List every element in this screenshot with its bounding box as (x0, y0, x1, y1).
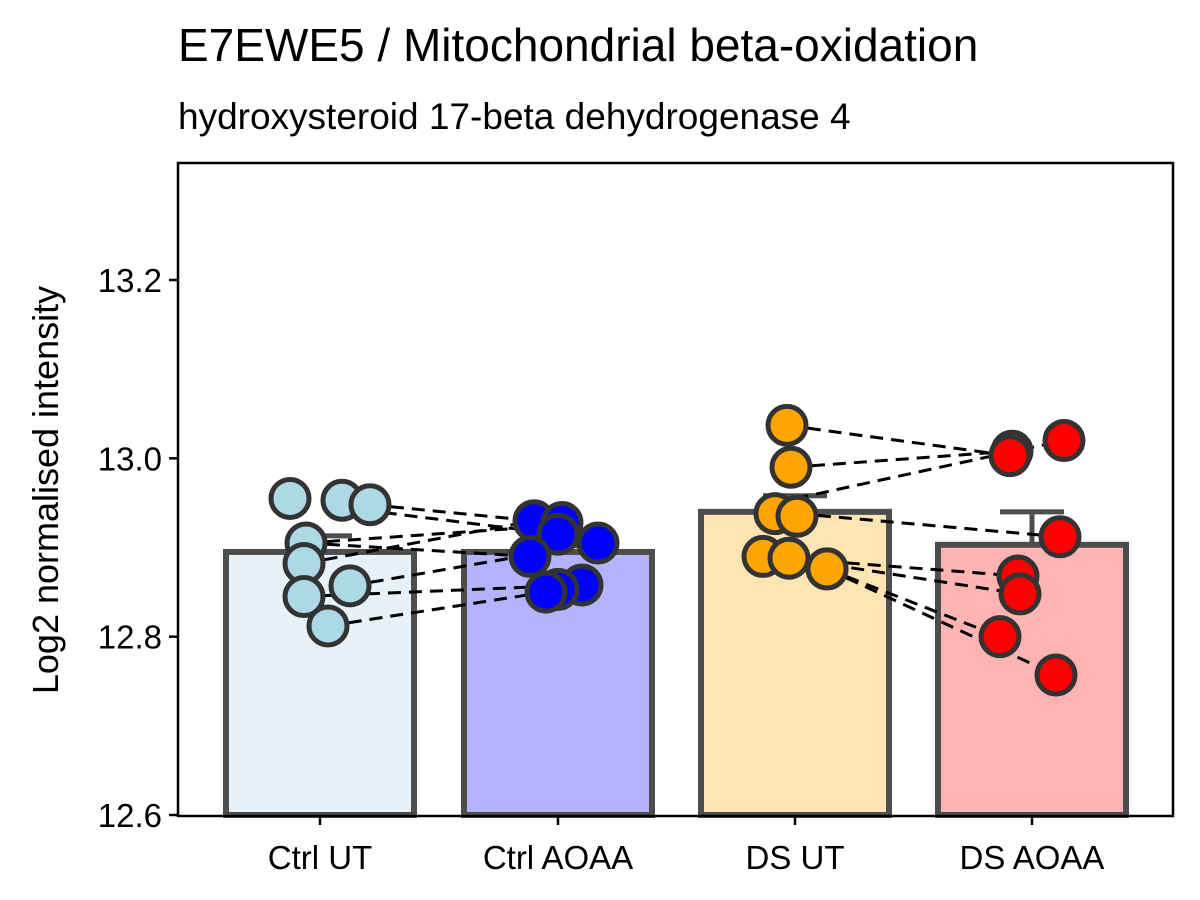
pair-line-1-5 (788, 556, 1021, 596)
data-point-2-5 (767, 536, 811, 580)
y-axis: 12.6 12.8 13.0 13.2 (98, 262, 178, 834)
y-tick-label-2: 13.0 (98, 440, 162, 477)
data-point-3-2 (988, 434, 1032, 478)
data-point-0-6 (282, 575, 326, 619)
data-point-0-5 (328, 564, 372, 608)
data-point-1-2 (536, 512, 580, 556)
data-point-3-6 (978, 615, 1022, 659)
data-point-1-3 (576, 521, 620, 565)
data-point-0-2 (348, 483, 392, 527)
chart-title: E7EWE5 / Mitochondrial beta-oxidation (178, 19, 979, 71)
data-point-3-7 (1034, 653, 1078, 697)
pair-line-0-1 (341, 505, 559, 536)
x-tick-label-3: DS AOAA (960, 839, 1105, 876)
y-tick-label-3: 13.2 (98, 262, 162, 299)
data-point-2-3 (775, 494, 819, 538)
y-tick-label-1: 12.8 (98, 619, 162, 656)
pair-line-0-7 (327, 590, 547, 628)
data-point-1-7 (524, 570, 568, 614)
pair-line-1-6 (826, 567, 1001, 639)
pair-line-0-4 (303, 519, 535, 566)
data-point-0-0 (268, 476, 312, 520)
data-point-2-1 (769, 445, 813, 489)
plot-panel-border (176, 161, 1175, 818)
y-tick-label-0: 12.6 (98, 797, 162, 834)
y-axis-title: Log2 normalised intensity (25, 286, 66, 694)
x-tick-label-1: Ctrl AOAA (483, 839, 633, 876)
chart-subtitle: hydroxysteroid 17-beta dehydrogenase 4 (178, 96, 851, 137)
points-layer (268, 403, 1086, 697)
data-point-1-4 (508, 534, 552, 578)
data-point-2-0 (765, 403, 809, 447)
pair-line-1-2 (774, 439, 1065, 505)
data-point-3-3 (1038, 515, 1082, 559)
pair-line-1-3 (796, 512, 1061, 539)
pair-line-1-0 (786, 423, 1011, 458)
data-point-3-5 (998, 572, 1042, 616)
data-point-3-0 (1042, 419, 1086, 462)
x-tick-label-2: DS UT (746, 839, 845, 876)
pair-line-0-0 (369, 503, 535, 523)
data-point-2-7 (805, 547, 849, 591)
pair-line-0-3 (305, 541, 531, 558)
bars-layer (223, 508, 1129, 818)
x-axis: Ctrl UT Ctrl AOAA DS UT DS AOAA (268, 816, 1105, 876)
data-point-0-7 (306, 604, 350, 648)
x-tick-label-0: Ctrl UT (268, 839, 372, 876)
pair-line-1-1 (790, 449, 1013, 469)
pair-line-1-7 (826, 567, 1057, 677)
